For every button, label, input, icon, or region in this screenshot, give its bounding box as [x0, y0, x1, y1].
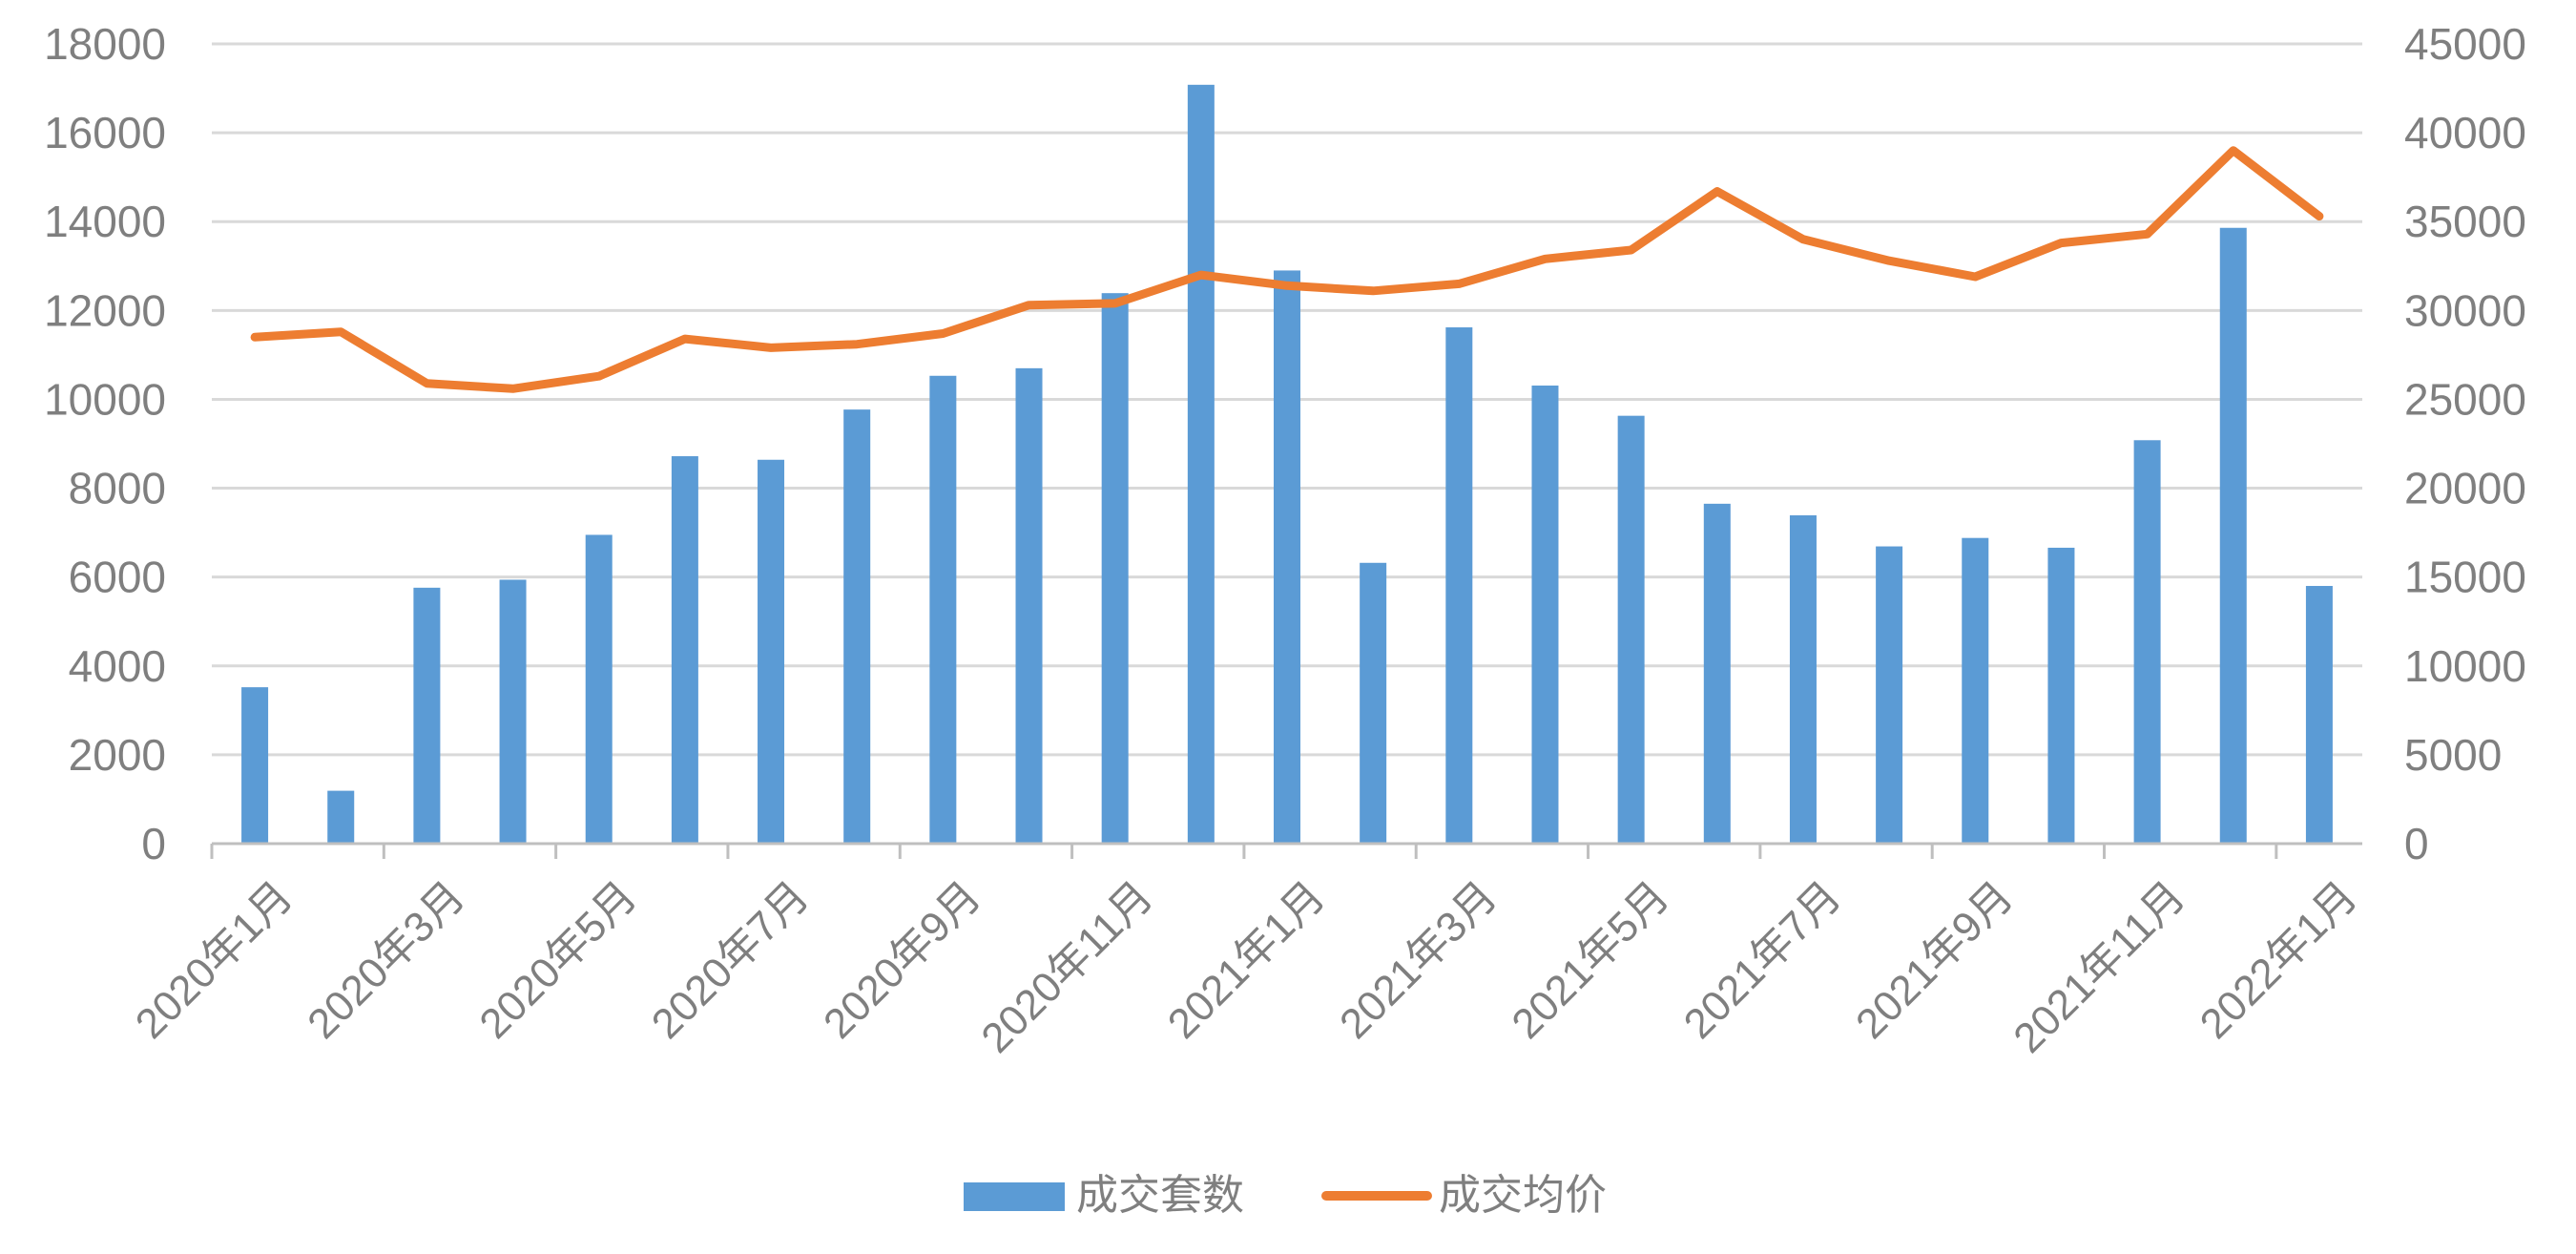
y-left-tick-label: 2000: [69, 730, 166, 780]
y-left-tick-label: 14000: [44, 197, 166, 246]
bar: [1531, 386, 1559, 844]
x-tick-label: 2022年1月: [2192, 872, 2366, 1047]
bar: [499, 579, 527, 844]
legend-label-bar: 成交套数: [1076, 1171, 1244, 1220]
x-tick-label: 2020年7月: [643, 872, 818, 1047]
x-tick-label: 2020年5月: [470, 872, 645, 1047]
bar: [1962, 537, 1989, 844]
x-tick-label: 2020年11月: [972, 872, 1161, 1061]
y-right-tick-label: 35000: [2404, 197, 2526, 246]
x-tick-label: 2020年1月: [127, 872, 301, 1047]
y-right-tick-label: 40000: [2404, 108, 2526, 157]
x-tick-label: 2021年3月: [1331, 872, 1506, 1047]
bar: [843, 409, 871, 844]
y-left-tick-label: 8000: [69, 464, 166, 513]
bar: [1360, 562, 1387, 844]
x-tick-label: 2020年9月: [815, 872, 989, 1047]
y-right-tick-label: 0: [2404, 819, 2429, 868]
y-right-tick-label: 20000: [2404, 464, 2526, 513]
x-axis: [210, 842, 2362, 859]
bar: [2047, 547, 2075, 844]
x-tick-label: 2021年7月: [1675, 872, 1850, 1047]
bar: [1445, 327, 1473, 845]
bar: [1789, 514, 1817, 844]
x-tick-label: 2020年3月: [299, 872, 473, 1047]
y-left-tick-label: 0: [141, 819, 166, 868]
bar: [1101, 293, 1129, 845]
y-right-tick-label: 5000: [2404, 730, 2502, 780]
legend: 成交套数 成交均价: [964, 1171, 1607, 1220]
bar: [671, 456, 698, 844]
bar: [2219, 227, 2247, 845]
bar: [1703, 503, 1731, 844]
bar: [1274, 270, 1300, 844]
y-axis-right: 0 5000 10000 15000 20000 25000 30000 35000 40000…: [2404, 19, 2526, 868]
series-line: [250, 146, 2324, 393]
bar: [585, 534, 613, 844]
line-series: [250, 146, 2324, 393]
legend-swatch-bar: [964, 1182, 1065, 1211]
x-tick-label: 2021年11月: [2005, 872, 2193, 1061]
bar: [1876, 546, 1903, 844]
bar: [2305, 585, 2333, 844]
y-left-tick-label: 4000: [69, 641, 166, 691]
y-left-tick-label: 16000: [44, 108, 166, 157]
x-tick-label: 2021年9月: [1847, 872, 2022, 1047]
y-right-tick-label: 30000: [2404, 285, 2526, 335]
y-left-tick-label: 12000: [44, 285, 166, 335]
bar: [241, 687, 269, 844]
bar: [2133, 440, 2161, 844]
y-left-tick-label: 10000: [44, 374, 166, 424]
y-left-tick-label: 6000: [69, 553, 166, 602]
y-right-tick-label: 15000: [2404, 553, 2526, 602]
y-right-tick-label: 25000: [2404, 374, 2526, 424]
y-left-tick-label: 18000: [44, 19, 166, 69]
bar: [413, 587, 441, 844]
y-right-tick-label: 45000: [2404, 19, 2526, 69]
x-tick-label: 2021年5月: [1503, 872, 1677, 1047]
bar: [1617, 415, 1645, 844]
bar: [1015, 367, 1043, 844]
bar: [327, 790, 355, 844]
bar: [1187, 84, 1215, 844]
x-axis-labels: 2020年1月2020年3月2020年5月2020年7月2020年9月2020年…: [127, 872, 2366, 1061]
y-axis-left: 0 2000 4000 6000 8000 10000 12000 14000 16000 180…: [44, 19, 166, 868]
bar: [758, 459, 785, 844]
legend-label-line: 成交均价: [1439, 1171, 1607, 1220]
x-tick-label: 2021年1月: [1159, 872, 1334, 1047]
bar: [929, 375, 957, 844]
y-right-tick-label: 10000: [2404, 641, 2526, 691]
bar-series: [241, 84, 2333, 845]
